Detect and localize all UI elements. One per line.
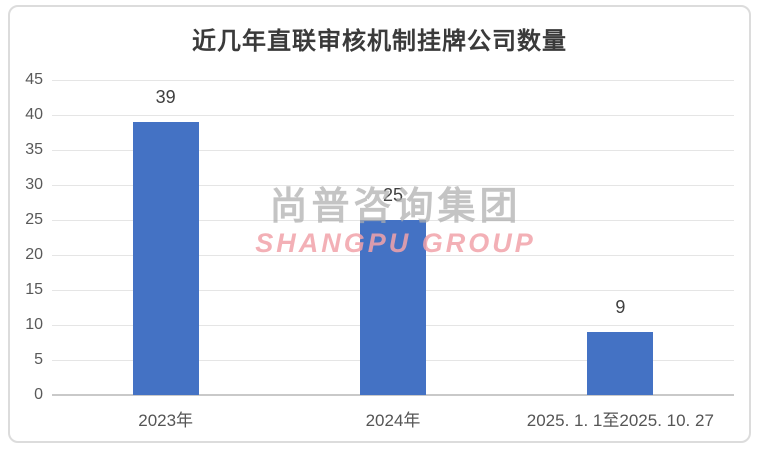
y-tick-label: 5: [34, 351, 43, 368]
x-category-label: 2025. 1. 1至2025. 10. 27: [526, 411, 714, 430]
chart-panel: 近几年直联审核机制挂牌公司数量 0 5 10 15 20 25 30 35 40 45 39 2023…: [8, 5, 751, 443]
gridline: [52, 80, 734, 81]
bar-value-label: 9: [615, 297, 626, 317]
bar-value-label: 39: [155, 87, 176, 107]
y-tick-label: 45: [25, 71, 43, 88]
y-tick-label: 35: [25, 141, 43, 158]
plot-area: 0 5 10 15 20 25 30 35 40 45 39 2023年 25 2024年 9 2025. 1…: [25, 71, 734, 430]
chart-title: 近几年直联审核机制挂牌公司数量: [192, 28, 567, 55]
bar-2025. 1. 1至2025. 10. 27: [587, 332, 654, 395]
x-category-label: 2023年: [138, 411, 194, 430]
y-tick-label: 0: [34, 386, 43, 403]
y-tick-label: 10: [25, 316, 43, 333]
y-tick-label: 20: [25, 246, 43, 263]
bar-2024年: [360, 220, 426, 395]
gridline: [52, 115, 734, 116]
y-tick-label: 40: [25, 106, 43, 123]
gridline: [52, 150, 734, 151]
y-tick-label: 30: [25, 176, 43, 193]
x-axis-line: [52, 394, 734, 396]
bar-value-label: 25: [382, 185, 404, 205]
gridline: [52, 185, 734, 186]
bar-2023年: [132, 122, 199, 395]
y-tick-label: 25: [25, 211, 43, 228]
y-tick-label: 15: [25, 281, 43, 298]
x-category-label: 2024年: [365, 411, 421, 430]
